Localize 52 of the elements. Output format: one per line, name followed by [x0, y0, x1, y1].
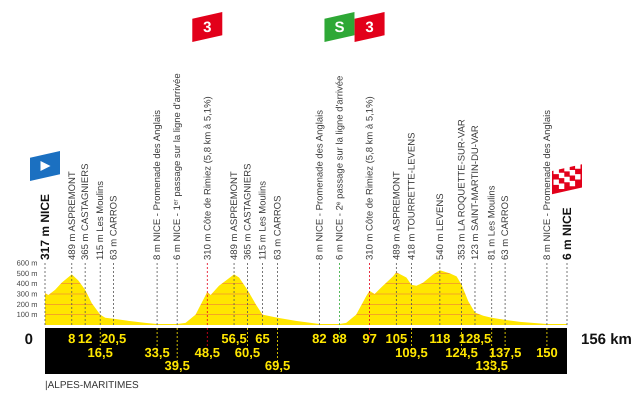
ref-line-label: 150 — [536, 345, 558, 360]
text: 8 m NICE - Promenade des Anglais — [152, 110, 164, 260]
ref-line-label: 137,5 — [488, 345, 522, 360]
text: 365 m CASTAGNIERS — [242, 164, 254, 260]
text: 365 m CASTAGNIERS — [80, 164, 92, 260]
ref-line-label: 109,5 — [395, 345, 428, 360]
x-tick-label: 12 — [78, 331, 92, 346]
ref-line-label: 124,5 — [445, 345, 478, 360]
ref-line-label: 33,5 — [144, 345, 170, 360]
x-tick-label: 118 — [429, 331, 450, 346]
text: 8 m NICE - Promenade des Anglais — [542, 110, 553, 260]
text: 317 m NICE — [38, 194, 52, 260]
text: 489 m ASPREMONT — [66, 171, 78, 260]
text: 310 m Côte de Rimiez (5,8 km à 5,1%) — [202, 96, 214, 260]
text: 6 m NICE — [560, 207, 574, 260]
text: 115 m Les Moulins — [258, 180, 268, 260]
text: 310 m Côte de Rimiez (5,8 km à 5,1%) — [364, 96, 376, 260]
text: 489 m ASPREMONT — [391, 171, 402, 260]
x-tick-label: 65 — [255, 331, 270, 346]
x-tick-label: 20,5 — [100, 331, 126, 346]
x-tick-label: 82 — [312, 331, 327, 346]
ref-line-label: 48,5 — [194, 345, 220, 360]
x-tick-label: 128,5 — [458, 331, 492, 346]
x-tick-label: 105 — [385, 331, 408, 346]
text: 0 — [24, 331, 33, 348]
text: 115 m Les Moulins — [95, 180, 106, 260]
text: 63 m CARROS — [272, 196, 284, 260]
text: 6 m NICE - 2ᵉ passage sur la ligne d'arrivée — [334, 76, 346, 260]
ref-line-label: 133,5 — [475, 358, 508, 373]
text: 63 m CARROS — [500, 196, 512, 260]
ref-line-label: 97 — [362, 331, 377, 346]
text: 540 m LEVENS — [434, 193, 446, 260]
ref-line-label: 88 — [332, 331, 347, 346]
ref-line-label: 69,5 — [264, 358, 290, 373]
text: 81 m Les Moulins — [486, 185, 498, 260]
text: 353 m LA ROQUETTE-SUR-VAR — [456, 119, 468, 260]
flag-icon: 3 — [192, 12, 222, 42]
text: 63 m CARROS — [108, 196, 120, 260]
ref-line-label: 16,5 — [88, 345, 113, 360]
text: 6 m NICE - 1ᵉʳ passage sur la ligne d'arrivée — [172, 73, 184, 260]
text: 8 m NICE - Promenade des Anglais — [314, 110, 326, 260]
x-tick-label: 8 — [68, 331, 76, 346]
text: 156 km — [581, 331, 632, 348]
x-tick-label: 56,5 — [221, 331, 247, 346]
ref-line-label: 39,5 — [164, 358, 190, 373]
flag-icon: 3 — [354, 12, 385, 42]
text: 489 m ASPREMONT — [229, 171, 240, 260]
flag-icon: S — [324, 12, 354, 42]
ref-line-label: 60,5 — [234, 345, 260, 360]
text: |ALPES-MARITIMES — [45, 380, 140, 391]
text: 123 m SAINT-MARTIN-DU-VAR — [470, 125, 481, 260]
text: 418 m TOURRETTE-LEVENS — [406, 132, 418, 260]
